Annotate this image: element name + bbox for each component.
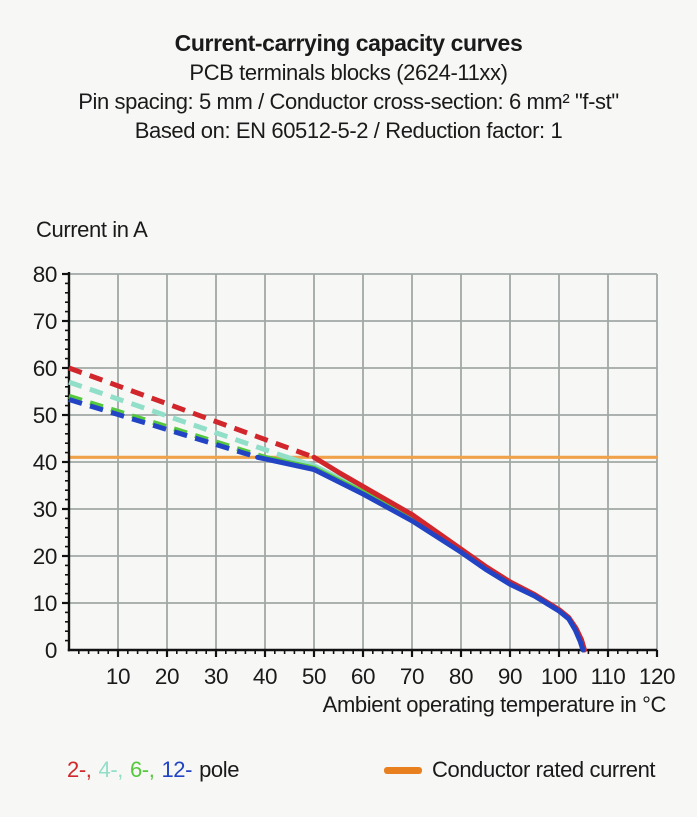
- legend-pole-entry: 6-,: [129, 757, 155, 782]
- x-tick-label: 80: [449, 664, 473, 689]
- chart-header: Current-carrying capacity curves PCB ter…: [0, 29, 697, 145]
- x-tick-label: 20: [155, 664, 179, 689]
- curve-solid-4-pole: [284, 454, 587, 653]
- x-tick-label: 40: [253, 664, 277, 689]
- y-tick-label: 70: [33, 309, 57, 334]
- legend-pole-entry: 2-,: [67, 757, 92, 782]
- y-tick-label: 20: [33, 544, 57, 569]
- y-axis-title: Current in A: [36, 217, 148, 242]
- x-tick-label: 110: [591, 664, 626, 689]
- y-tick-label: 40: [33, 450, 57, 475]
- curve-dashed-12-pole: [68, 397, 259, 460]
- legend-pole-entry: 12-: [161, 757, 193, 782]
- x-tick-label: 60: [351, 664, 375, 689]
- y-tick-label: 10: [33, 591, 57, 616]
- rated-current-label: Conductor rated current: [432, 757, 656, 782]
- curve-dashed-6-pole: [68, 393, 266, 460]
- y-tick-label: 50: [33, 403, 57, 428]
- y-tick-label: 30: [33, 497, 57, 522]
- y-tick-label: 60: [33, 356, 57, 381]
- legend-rated-current: Conductor rated current: [384, 757, 656, 783]
- rated-current-line-icon: [384, 766, 422, 774]
- x-tick-label: 10: [106, 664, 130, 689]
- y-tick-label: 0: [45, 638, 57, 663]
- chart-subtitle: PCB terminals blocks (2624-11xx): [189, 60, 508, 85]
- curve-solid-6-pole: [262, 454, 586, 653]
- curve-dashed-4-pole: [68, 379, 288, 460]
- x-tick-label: 90: [498, 664, 522, 689]
- y-tick-label: 80: [33, 262, 57, 287]
- chart-standard-line: Based on: EN 60512-5-2 / Reduction facto…: [134, 118, 563, 143]
- x-tick-label: 30: [204, 664, 228, 689]
- legend-poles: 2-, 4-, 6-, 12- pole: [67, 757, 239, 783]
- chart-title: Current-carrying capacity curves: [174, 30, 523, 56]
- x-tick-label: 120: [639, 664, 675, 689]
- curve-dashed-2-pole: [68, 365, 315, 460]
- x-tick-label: 50: [302, 664, 326, 689]
- x-tick-label: 70: [400, 664, 424, 689]
- chart-spec-line: Pin spacing: 5 mm / Conductor cross-sect…: [78, 89, 619, 114]
- legend-pole-list: 2-, 4-, 6-, 12-: [67, 757, 199, 782]
- curve-solid-12-pole: [255, 454, 586, 653]
- x-tick-label: 100: [541, 664, 577, 689]
- legend-pole-suffix: pole: [199, 757, 240, 782]
- legend-pole-entry: 4-,: [98, 757, 123, 782]
- x-axis-title: Ambient operating temperature in °C: [322, 692, 667, 717]
